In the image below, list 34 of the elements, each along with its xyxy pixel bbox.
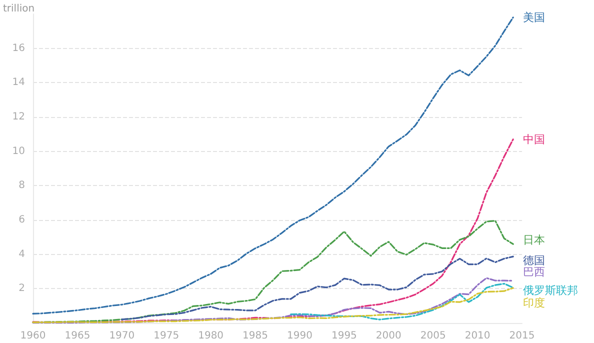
x-tick-label: 2010 bbox=[464, 330, 490, 342]
line-series bbox=[121, 256, 514, 320]
y-tick-label: 6 bbox=[18, 214, 25, 226]
y-tick-label: 12 bbox=[12, 112, 25, 122]
series-label: 日本 bbox=[523, 234, 546, 247]
x-tick-label: 2005 bbox=[420, 330, 446, 342]
line-series bbox=[32, 287, 514, 324]
x-tick-label: 1970 bbox=[109, 330, 135, 342]
line-series bbox=[32, 16, 514, 315]
y-tick-label: 14 bbox=[12, 77, 25, 88]
y-tick-label: 2 bbox=[18, 283, 25, 294]
y-tick-label: 8 bbox=[18, 180, 25, 192]
x-tick-label: 2000 bbox=[376, 330, 402, 342]
y-tick-label: 16 bbox=[12, 42, 25, 54]
x-tick-label: 1990 bbox=[287, 330, 312, 342]
x-tick-label: 1980 bbox=[198, 330, 224, 342]
series-label: 中国 bbox=[523, 132, 546, 146]
x-tick-label: 1960 bbox=[20, 330, 46, 342]
x-tick-label: 1975 bbox=[154, 330, 180, 342]
y-tick-label: 4 bbox=[18, 248, 25, 260]
line-series bbox=[290, 282, 514, 320]
series-label: 俄罗斯联邦 bbox=[523, 284, 578, 298]
x-tick-label: 2015 bbox=[509, 330, 535, 342]
line-series bbox=[32, 138, 514, 323]
y-tick-label: 10 bbox=[12, 146, 25, 157]
series-label: 印度 bbox=[523, 296, 546, 310]
x-tick-label: 1985 bbox=[242, 330, 268, 342]
x-tick-label: 1965 bbox=[64, 330, 90, 342]
line-series bbox=[32, 277, 514, 324]
series-label: 德国 bbox=[523, 254, 546, 268]
y-axis-title: trillion bbox=[3, 4, 35, 14]
series-label: 巴西 bbox=[523, 265, 546, 278]
series-label: 美国 bbox=[523, 10, 546, 24]
x-tick-label: 1995 bbox=[331, 330, 357, 342]
